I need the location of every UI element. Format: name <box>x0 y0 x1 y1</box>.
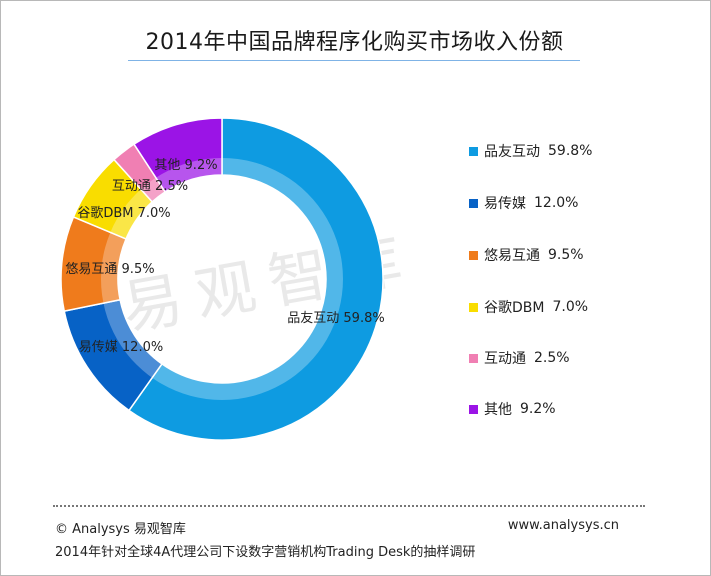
legend-swatch <box>469 353 478 363</box>
legend-value: 9.2% <box>520 401 556 417</box>
data-label-1: 易传媒 12.0% <box>79 340 163 355</box>
legend-swatch <box>469 250 478 260</box>
legend-label: 谷歌DBM <box>484 300 545 316</box>
legend-label: 互动通 <box>484 351 526 367</box>
chart-title: 2014年中国品牌程序化购买市场收入份额 <box>145 30 564 55</box>
data-label-3: 谷歌DBM 7.0% <box>77 206 170 221</box>
legend-value: 59.8% <box>548 143 593 159</box>
donut-inner-band <box>100 158 343 400</box>
footer-copyright: © Analysys 易观智库 <box>55 522 186 537</box>
legend-swatch <box>469 302 478 312</box>
legend-label: 其他 <box>484 402 512 418</box>
legend-value: 7.0% <box>552 299 589 315</box>
legend-item-3: 谷歌DBM 7.0% <box>469 295 588 319</box>
footer-note: 2014年针对全球4A代理公司下设数字营销机构Trading Desk的抽样调研 <box>55 545 476 560</box>
legend-item-5: 其他 9.2% <box>469 397 556 421</box>
legend-item-1: 易传媒 12.0% <box>469 191 578 215</box>
data-label-5: 其他 9.2% <box>154 158 217 173</box>
legend-swatch <box>469 198 478 208</box>
legend-value: 2.5% <box>534 350 570 366</box>
title-underline <box>128 60 580 61</box>
data-label-2: 悠易互通 9.5% <box>65 262 154 277</box>
legend-swatch <box>469 404 478 414</box>
legend-item-0: 品友互动 59.8% <box>469 139 592 163</box>
legend-swatch <box>469 146 478 156</box>
donut-slice-5 <box>132 117 223 193</box>
legend-label: 品友互动 <box>484 144 540 160</box>
legend-value: 12.0% <box>534 195 579 211</box>
legend-item-4: 互动通 2.5% <box>469 346 570 370</box>
legend-item-2: 悠易互通 9.5% <box>469 243 584 267</box>
data-label-4: 互动通 2.5% <box>112 179 188 194</box>
donut-slice-0 <box>127 117 384 441</box>
data-label-0: 品友互动 59.8% <box>287 310 384 326</box>
footer-website: www.analysys.cn <box>507 518 619 533</box>
legend-value: 9.5% <box>548 247 584 263</box>
legend-label: 易传媒 <box>484 196 526 212</box>
legend-label: 悠易互通 <box>484 248 540 264</box>
footer-divider <box>53 505 645 507</box>
